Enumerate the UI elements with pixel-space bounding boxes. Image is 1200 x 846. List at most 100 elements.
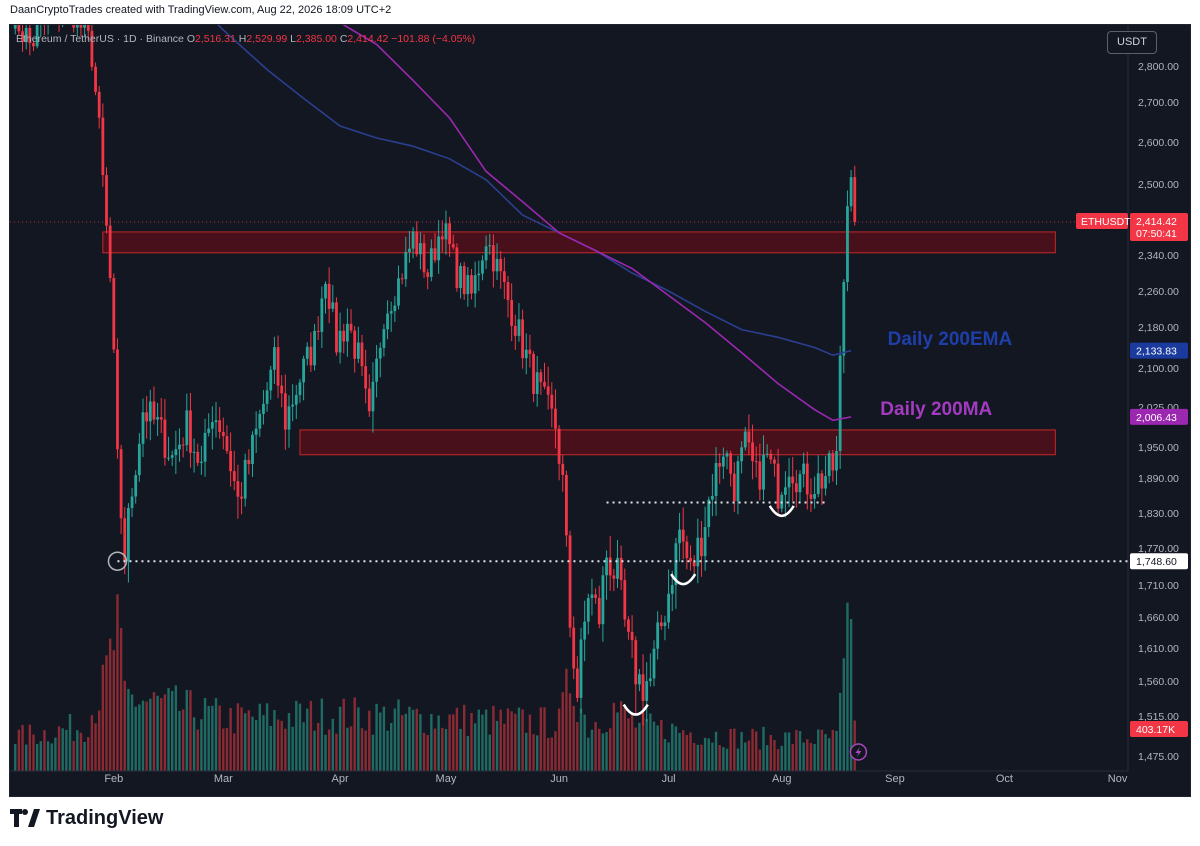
candle-body [627,619,630,632]
candle-body [506,282,510,301]
volume-bar [784,732,787,771]
volume-bar [309,700,313,771]
candle-down [189,392,192,468]
candle-body [787,476,791,488]
price-tick-label: 1,830.00 [1138,508,1179,520]
candle-up [740,441,743,474]
candle-up [291,384,295,422]
candle-body [24,27,28,42]
volume-bar [17,729,21,771]
candle-down [28,25,32,56]
volume-bar [167,688,170,771]
volume-bar [28,724,32,771]
candle-body [773,459,776,464]
candle-down [283,374,287,450]
volume-bar [802,742,805,771]
volume-bar [700,744,703,771]
candle-up [816,455,820,498]
candle-down [360,334,364,377]
price-tick-label: 1,515.00 [1138,711,1179,723]
candle-up [294,385,298,419]
candle-body [736,461,740,502]
volume-bar [127,688,130,771]
volume-bar [441,727,444,771]
candle-body [638,674,641,685]
ma-value-bg [1130,408,1188,425]
arc-higher-low-july [670,573,697,586]
candle-body [470,275,473,294]
tradingview-logo[interactable]: TradingView [10,806,163,830]
volume-bar [725,748,729,771]
candle-down [528,334,532,368]
ma-value-text: 2,006.43 [1136,412,1177,424]
candle-up [784,471,787,518]
candle-body [853,177,857,222]
currency-button[interactable]: USDT [1107,31,1157,54]
volume-bar [76,730,79,771]
candle-up [134,470,138,504]
last-price-text: 2,414.42 [1136,216,1177,228]
candle-body [35,25,39,47]
candle-body [459,266,462,289]
candle-body [408,248,411,252]
candle-down [145,395,149,439]
chart-panel[interactable] [9,24,1191,797]
candle-body [364,366,368,389]
candle-down [630,615,634,659]
volume-tag-bg [1130,721,1188,737]
bolt-icon[interactable] [849,743,868,761]
candle-up [83,25,86,38]
label-200ma: Daily 200MA [880,399,992,420]
candle-up [605,550,608,600]
volume-bar [744,742,747,771]
candle-up [678,512,681,562]
price-tick-label: 1,560.00 [1138,676,1179,688]
volume-bar [831,729,835,771]
volume-bar [426,735,429,771]
candle-body [170,455,174,458]
volume-bar [828,738,831,771]
volume-bar [503,723,506,771]
close-label: C [339,33,348,45]
time-tick-label: Feb [104,773,123,785]
support-value-text: 1,748.60 [1136,556,1177,568]
candle-down [561,454,565,492]
candle-up [251,431,254,477]
volume-bar [576,722,579,771]
candle-down [594,588,597,604]
volume-bar [638,722,641,771]
candle-up [638,668,641,692]
ema-200-line [217,25,852,357]
candle-up [130,488,134,518]
volume-bar [306,708,309,771]
volume-bar [525,732,528,771]
volume-bar [601,733,605,771]
candle-body [338,330,342,353]
volume-bar [174,685,178,771]
candle-up [721,447,725,480]
candle-body [218,420,222,432]
candle-down [685,535,689,570]
volume-bar [397,699,400,771]
candle-down [221,417,225,450]
candle-body [630,631,634,641]
volume-bar [94,723,97,771]
volume-bar [244,713,247,771]
candle-body [134,475,138,497]
candle-down [521,309,524,369]
candle-up [648,653,652,687]
volume-bar [357,707,360,771]
price-tick-label: 1,660.00 [1138,612,1179,624]
candle-body [349,323,353,331]
candle-up [35,25,39,49]
candle-down [619,545,623,591]
volume-bar [368,710,371,771]
candle-body [17,25,21,32]
volume-tag-text: 403.17K [1136,724,1175,736]
candle-down [101,103,105,187]
candle-body [141,412,145,444]
candle-up [835,435,838,485]
volume-bar [605,732,608,771]
candle-down [112,273,116,353]
